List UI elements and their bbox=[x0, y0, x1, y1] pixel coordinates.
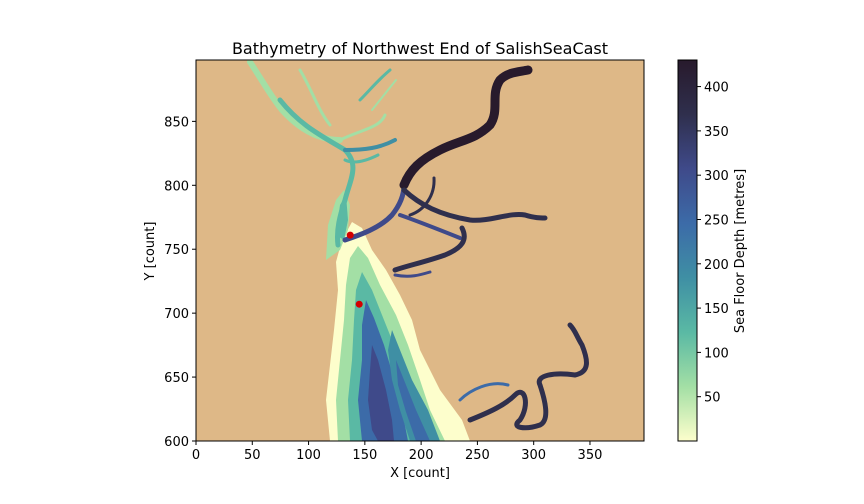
water-channels bbox=[247, 60, 589, 441]
x-tick-label: 0 bbox=[192, 448, 200, 463]
chart-title: Bathymetry of Northwest End of SalishSea… bbox=[232, 39, 608, 58]
x-axis-label: X [count] bbox=[390, 466, 450, 481]
fjord bbox=[401, 187, 548, 223]
x-tick-label: 350 bbox=[578, 448, 603, 463]
inlet bbox=[458, 382, 510, 402]
plot-area bbox=[195, 59, 645, 442]
x-tick-label: 250 bbox=[465, 448, 490, 463]
colorbar: 50 100 150 200 250 300 350 400 Sea Floor Depth … bbox=[677, 59, 748, 442]
colorbar-tick-label: 350 bbox=[704, 125, 729, 140]
fjord bbox=[398, 213, 462, 240]
marker-point bbox=[346, 231, 354, 239]
fjord bbox=[408, 176, 436, 217]
colorbar-tick-label: 400 bbox=[704, 81, 729, 96]
fjord bbox=[392, 225, 467, 273]
inlet bbox=[371, 79, 397, 111]
colorbar-ticks: 50 100 150 200 250 300 350 400 bbox=[697, 81, 729, 406]
x-tick-label: 300 bbox=[521, 448, 546, 463]
x-tick-label: 200 bbox=[409, 448, 434, 463]
colorbar-label: Sea Floor Depth [metres] bbox=[733, 169, 748, 333]
colorbar-tick-label: 50 bbox=[704, 391, 721, 406]
y-tick-label: 700 bbox=[164, 307, 189, 322]
x-tick-label: 50 bbox=[244, 448, 261, 463]
water-band bbox=[388, 330, 440, 441]
x-tick-label: 150 bbox=[352, 448, 377, 463]
fjord bbox=[342, 182, 407, 243]
inlet bbox=[277, 97, 356, 248]
y-tick-label: 850 bbox=[164, 115, 189, 130]
inlet bbox=[338, 113, 387, 142]
x-axis-ticks: 0 50 100 150 200 250 300 350 bbox=[192, 441, 603, 463]
inlet bbox=[343, 153, 380, 164]
y-axis-label: Y [count] bbox=[143, 222, 158, 282]
inlet bbox=[343, 138, 397, 152]
inlet bbox=[298, 68, 332, 127]
colorbar-gradient bbox=[677, 59, 698, 442]
y-axis-ticks: 600 650 700 750 800 850 bbox=[164, 115, 196, 450]
colorbar-tick-label: 100 bbox=[704, 346, 729, 361]
marker-point bbox=[355, 300, 363, 308]
markers bbox=[346, 231, 363, 308]
fjord bbox=[393, 270, 432, 278]
y-tick-label: 800 bbox=[164, 179, 189, 194]
colorbar-tick-label: 250 bbox=[704, 213, 729, 228]
y-tick-label: 600 bbox=[164, 435, 189, 450]
colorbar-tick-label: 150 bbox=[704, 302, 729, 317]
plot-frame bbox=[195, 59, 645, 442]
colorbar-tick-label: 300 bbox=[704, 169, 729, 184]
inlet-deep bbox=[467, 322, 589, 431]
colorbar-tick-label: 200 bbox=[704, 258, 729, 273]
deep-channel bbox=[368, 345, 394, 441]
x-tick-label: 100 bbox=[296, 448, 321, 463]
y-tick-label: 650 bbox=[164, 371, 189, 386]
deep-channel bbox=[396, 360, 430, 441]
inlet bbox=[358, 68, 392, 102]
fjord-deep bbox=[399, 65, 533, 190]
y-tick-label: 750 bbox=[164, 243, 189, 258]
